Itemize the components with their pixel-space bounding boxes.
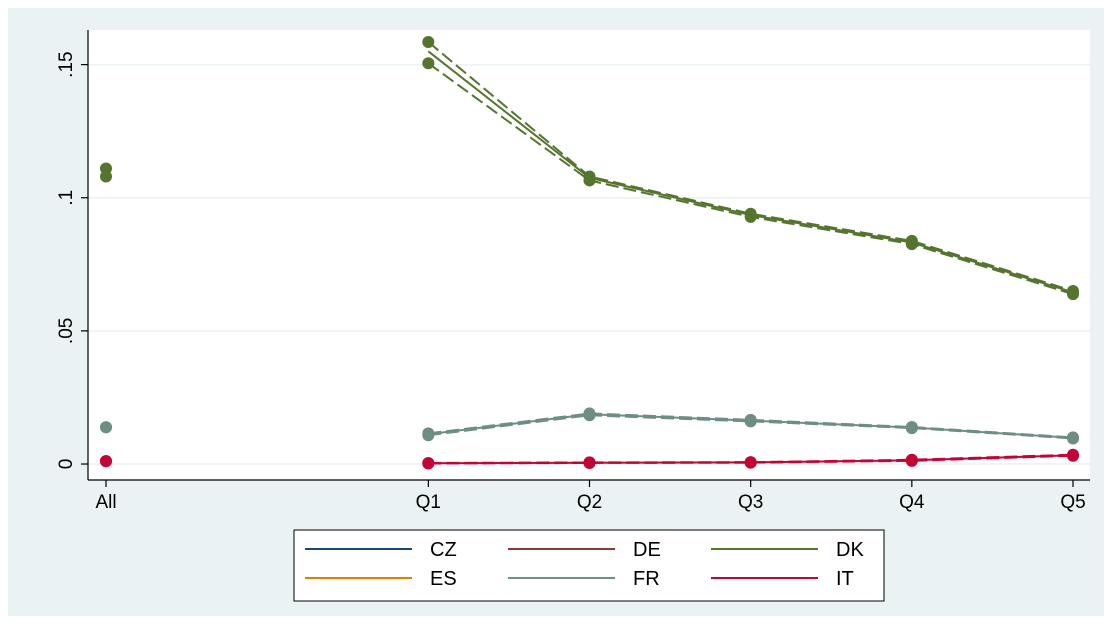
y-tick-label: 0 — [56, 459, 77, 470]
x-tick-label: All — [95, 492, 116, 513]
legend-label-es: ES — [430, 568, 457, 590]
data-point — [905, 422, 918, 435]
y-tick-label: .15 — [56, 51, 77, 77]
x-tick-label: Q1 — [416, 492, 441, 513]
plot-area — [88, 30, 1090, 480]
y-tick-label: .05 — [56, 318, 77, 344]
data-point — [744, 210, 757, 223]
data-point — [583, 456, 596, 469]
x-tick-label: Q3 — [738, 492, 763, 513]
data-point — [905, 238, 918, 251]
data-point — [583, 409, 596, 422]
data-point — [100, 455, 112, 468]
legend: CZ DE DK ES FR IT — [293, 529, 885, 602]
legend-box — [293, 529, 885, 602]
series-it — [100, 448, 1079, 470]
data-point — [1067, 432, 1079, 445]
x-tick-label: Q5 — [1060, 492, 1085, 513]
legend-label-cz: CZ — [430, 539, 457, 561]
ci-lower-line — [428, 414, 1074, 440]
data-point — [422, 35, 435, 48]
legend-label-it: IT — [836, 568, 854, 590]
data-point — [583, 174, 596, 187]
data-point — [1067, 288, 1079, 301]
x-tick-label: Q2 — [577, 492, 602, 513]
data-point — [905, 454, 918, 467]
data-point — [100, 170, 112, 183]
series-dk — [100, 35, 1079, 301]
data-point — [422, 457, 435, 470]
legend-label-de: DE — [633, 539, 661, 561]
legend-label-fr: FR — [633, 568, 660, 590]
data-point — [422, 57, 435, 70]
ci-upper-line — [427, 41, 1074, 292]
series-layer — [100, 35, 1079, 470]
series-fr — [100, 407, 1079, 445]
legend-label-dk: DK — [836, 539, 864, 561]
x-tick-label: Q4 — [899, 492, 925, 513]
data-point — [744, 415, 757, 428]
data-point — [100, 421, 112, 434]
data-point — [744, 456, 757, 469]
data-point — [422, 429, 435, 442]
data-point — [1067, 449, 1079, 462]
y-tick-label: .1 — [56, 190, 77, 206]
